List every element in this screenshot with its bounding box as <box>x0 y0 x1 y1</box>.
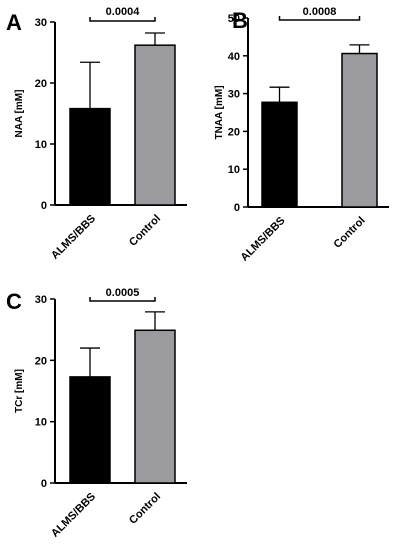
bar-control <box>134 44 176 206</box>
y-tick-label: 30 <box>35 294 47 306</box>
y-tick-label: 10 <box>228 164 240 176</box>
y-axis-label: TNAA [mM] <box>214 85 225 139</box>
y-tick-label: 0 <box>41 200 47 212</box>
y-tick-label: 20 <box>35 78 47 90</box>
x-category-label: Control <box>127 213 163 249</box>
p-value-annotation: 0.0005 <box>106 287 140 299</box>
y-axis-label: TCr [mM] <box>14 369 25 413</box>
x-category-label: Control <box>331 215 367 251</box>
significance-bracket <box>89 297 156 302</box>
p-value-annotation: 0.0008 <box>303 6 337 18</box>
chart-panel-a: A 0 10 20 30 NAA [mM] ALMS/BBS Control 0.0004 <box>6 6 187 262</box>
bar-alms-bbs <box>261 101 298 208</box>
y-tick-label: 20 <box>228 126 240 138</box>
panel-letter: C <box>6 289 22 314</box>
y-tick-label: 10 <box>35 139 47 151</box>
y-tick-label: 50 <box>228 13 240 25</box>
bar-alms-bbs <box>69 376 111 484</box>
y-tick-label: 10 <box>35 417 47 429</box>
x-category-label: ALMS/BBS <box>239 215 288 264</box>
panel-letter: A <box>6 10 22 35</box>
y-tick-label: 0 <box>234 202 240 214</box>
panel-letter: B <box>232 8 248 33</box>
significance-bracket <box>89 17 156 22</box>
p-value-annotation: 0.0004 <box>106 6 141 18</box>
x-category-label: ALMS/BBS <box>49 213 98 262</box>
x-category-label: ALMS/BBS <box>49 491 98 540</box>
chart-panel-c: C 0 10 20 30 TCr [mM] ALMS/BBS Control 0.0005 <box>6 287 187 540</box>
y-tick-label: 30 <box>228 89 240 101</box>
significance-bracket <box>278 16 361 21</box>
y-axis-label: NAA [mM] <box>14 90 25 138</box>
y-tick-label: 0 <box>41 478 47 490</box>
x-category-label: Control <box>127 491 163 527</box>
bar-alms-bbs <box>69 107 111 206</box>
y-tick-label: 40 <box>228 51 240 63</box>
bar-control <box>134 329 176 484</box>
y-tick-label: 30 <box>35 17 47 29</box>
bar-control <box>341 52 378 208</box>
y-tick-label: 20 <box>35 355 47 367</box>
chart-panel-b: B 0 10 20 30 40 50 TNAA [mM] ALMS/BBS Control 0.00… <box>214 6 389 264</box>
